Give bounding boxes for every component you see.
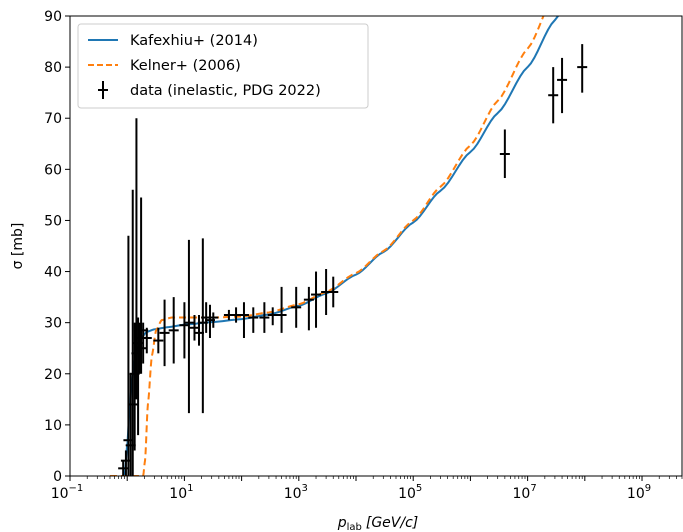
x-tick-label: 107 [513,483,537,502]
data-point [267,307,278,326]
x-tick-label: 105 [398,483,422,502]
data-point [276,286,287,333]
legend-frame [77,23,369,109]
data-point [248,307,259,333]
data-point [311,271,322,328]
data-point [259,302,270,333]
y-tick-label: 50 [44,213,62,229]
x-axis-ticks: 10−1 101 103 105 107 109 [51,476,683,502]
y-tick-label: 60 [44,162,62,178]
legend-marker-data [98,81,108,99]
y-tick-label: 0 [53,469,62,485]
y-tick-label: 20 [44,367,62,383]
data-point [159,299,170,367]
data-point [168,297,179,364]
plot-frame [69,15,683,477]
x-tick-label: 103 [284,483,308,502]
x-tick-label: 109 [627,483,651,502]
y-tick-label: 10 [44,418,62,434]
y-tick-label: 80 [44,60,62,76]
x-tick-label: 10−1 [51,483,84,502]
data-point [548,67,559,124]
legend-label-kelner: Kelner+ (2006) [130,58,241,74]
data-point [179,302,190,359]
y-axis-label: σ [mb] [10,223,26,270]
legend: Kafexhiu+ (2014) Kelner+ (2006) data (in… [77,23,369,109]
y-axis-ticks: 0 10 20 30 40 50 60 70 80 90 [44,9,70,485]
data-point [303,286,314,331]
series-line-kelner [109,16,545,476]
data-point [577,44,588,93]
data-point [141,327,152,354]
y-tick-label: 30 [44,316,62,332]
y-tick-label: 90 [44,9,62,25]
data-point [238,302,249,338]
y-tick-label: 40 [44,265,62,281]
data-point [189,315,200,341]
data-point [183,239,194,414]
data-point [557,57,568,114]
data-point [127,189,138,476]
data-point [153,327,164,354]
legend-label-data: data (inelastic, PDG 2022) [130,83,321,99]
data-point [499,129,510,179]
legend-label-kafexhiu: Kafexhiu+ (2014) [130,33,258,49]
data-points-layer [118,44,588,476]
data-point [136,197,147,374]
data-point [328,276,339,308]
data-point [291,286,302,328]
y-tick-label: 70 [44,111,62,127]
x-axis-label: plab [GeV/c] [337,515,419,532]
data-point [208,312,219,328]
x-tick-label: 101 [169,483,193,502]
